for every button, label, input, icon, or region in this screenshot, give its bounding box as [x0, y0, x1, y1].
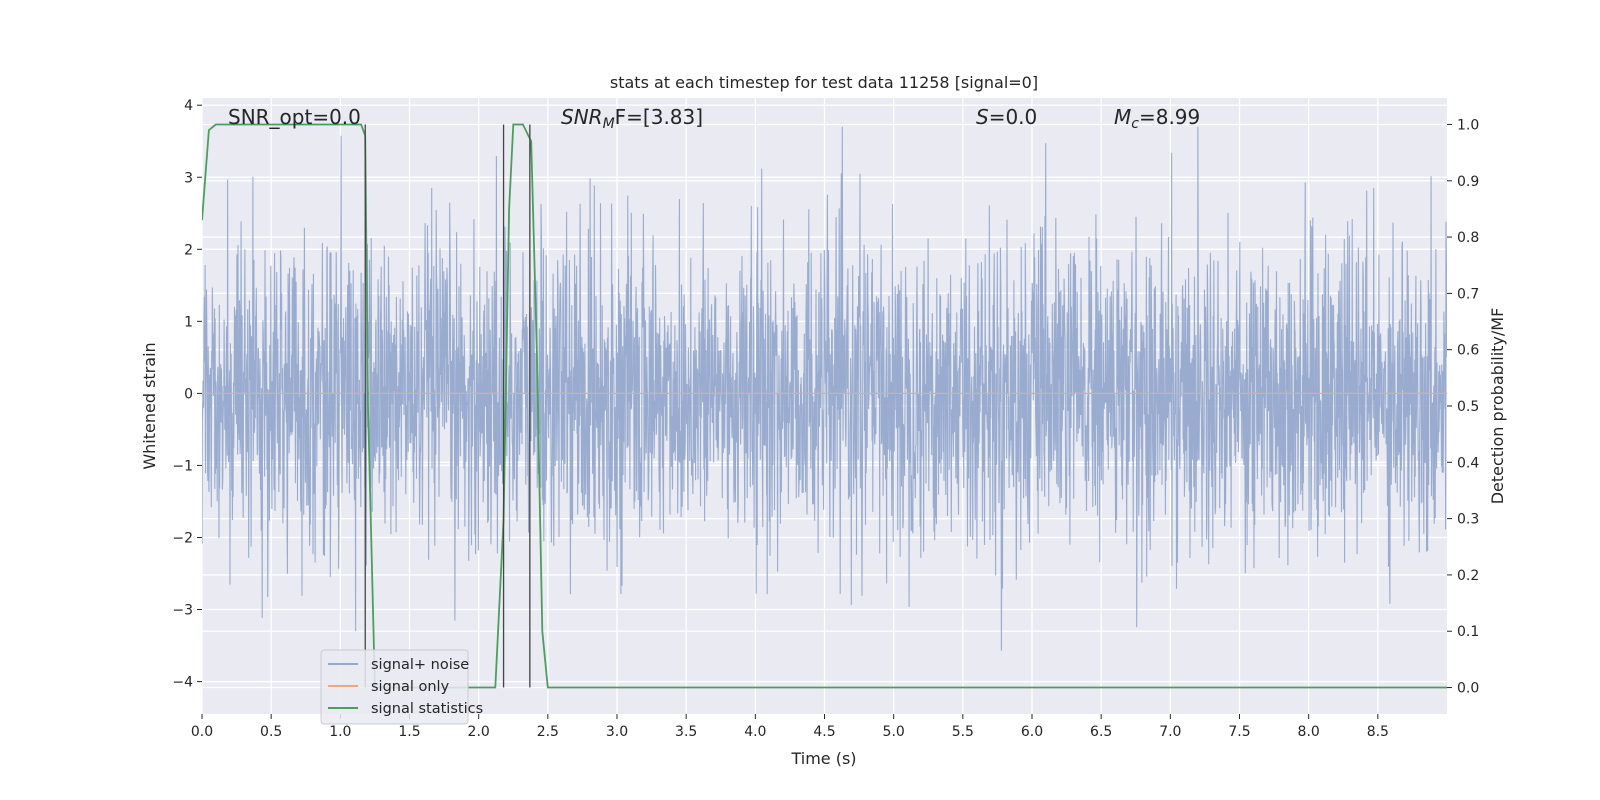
annotation-snr-mf: SNRMF=[3.83] — [561, 105, 703, 132]
x-tick-label-17: 8.5 — [1367, 724, 1389, 740]
x-tick-label-13: 6.5 — [1090, 724, 1112, 740]
legend-label-signal-only: signal only — [371, 679, 450, 695]
legend-box — [320, 649, 469, 725]
signal-statistics-line — [202, 123, 1447, 689]
y-left-tick-label-8: −4 — [172, 675, 193, 691]
y-axis-left-label: Whitened strain — [140, 342, 159, 469]
x-axis-ticks: 0.0 0.5 1.0 1.5 2.0 2.5 3.0 3.5 4.0 4.5 5.0 5.5 6.0 6… — [191, 714, 1389, 740]
y-left-tick-label-2: 2 — [184, 242, 193, 258]
y-right-tick-label-3: 0.7 — [1457, 286, 1479, 302]
y-left-tick-label-4: 0 — [184, 386, 193, 402]
y-right-tick-label-8: 0.2 — [1457, 568, 1479, 584]
x-tick-label-10: 5.0 — [883, 724, 905, 740]
y-axis-left-ticks: 4 3 2 1 0 −1 −2 −3 −4 — [172, 98, 202, 691]
y-left-tick-label-6: −2 — [172, 530, 193, 546]
annotation-mc-value: =8.99 — [1139, 105, 1200, 129]
annotation-snr-mf-sub: M — [603, 116, 615, 132]
x-tick-label-0: 0.0 — [191, 724, 213, 740]
x-tick-label-3: 1.5 — [398, 724, 420, 740]
x-tick-label-9: 4.5 — [813, 724, 835, 740]
annotation-s-symbol: S — [976, 105, 989, 129]
y-axis-right-label: Detection probability/MF — [1488, 308, 1507, 505]
series-signal-statistics — [202, 123, 1447, 689]
y-right-tick-label-10: 0.0 — [1457, 681, 1479, 697]
annotation-mc-symbol: M — [1114, 105, 1131, 129]
x-tick-label-15: 7.5 — [1228, 724, 1250, 740]
x-tick-label-1: 0.5 — [260, 724, 282, 740]
legend-label-signal-statistics: signal statistics — [371, 701, 483, 717]
x-tick-label-2: 1.0 — [329, 724, 351, 740]
annotation-mc: Mc=8.99 — [1114, 105, 1200, 132]
y-right-tick-label-5: 0.5 — [1457, 399, 1479, 415]
series-signal-plus-noise — [202, 126, 1447, 651]
y-axis-right-ticks: 1.0 0.9 0.8 0.7 0.6 0.5 0.4 0.3 0.2 0.1 0.0 — [1447, 117, 1479, 697]
y-right-tick-label-7: 0.3 — [1457, 512, 1479, 528]
y-left-tick-label-0: 4 — [184, 98, 193, 114]
legend: signal+ noise signal only signal statist… — [320, 649, 483, 725]
annotation-mc-sub: c — [1131, 116, 1139, 132]
annotation-snr-mf-prefix: SNR — [561, 105, 603, 129]
y-left-tick-label-7: −3 — [172, 603, 193, 619]
annotation-s-value: =0.0 — [989, 105, 1038, 129]
x-tick-label-11: 5.5 — [952, 724, 974, 740]
annotation-s: S=0.0 — [976, 105, 1037, 129]
x-tick-label-5: 2.5 — [537, 724, 559, 740]
y-right-tick-label-4: 0.6 — [1457, 343, 1479, 359]
annotation-snr-mf-suffix: F=[3.83] — [615, 105, 703, 129]
vertical-markers — [364, 124, 531, 688]
x-tick-label-6: 3.0 — [606, 724, 628, 740]
x-tick-label-14: 7.0 — [1159, 724, 1181, 740]
legend-label-signal-plus-noise: signal+ noise — [371, 657, 469, 673]
y-left-tick-label-5: −1 — [172, 458, 193, 474]
y-right-tick-label-9: 0.1 — [1457, 624, 1479, 640]
y-right-tick-label-6: 0.4 — [1457, 455, 1479, 471]
x-tick-label-16: 8.0 — [1298, 724, 1320, 740]
y-right-tick-label-2: 0.8 — [1457, 230, 1479, 246]
x-axis-label: Time (s) — [790, 749, 856, 768]
y-left-tick-label-3: 1 — [184, 314, 193, 330]
y-right-tick-label-0: 1.0 — [1457, 117, 1479, 133]
annotation-snr-opt: SNR_opt=0.0 — [228, 105, 361, 129]
x-tick-label-8: 4.0 — [744, 724, 766, 740]
x-tick-label-12: 6.0 — [1021, 724, 1043, 740]
x-tick-label-7: 3.5 — [675, 724, 697, 740]
y-right-tick-label-1: 0.9 — [1457, 174, 1479, 190]
y-left-tick-label-1: 3 — [184, 170, 193, 186]
chart-title: stats at each timestep for test data 112… — [610, 73, 1038, 92]
signal-plus-noise-line — [202, 126, 1447, 651]
x-tick-label-4: 2.0 — [468, 724, 490, 740]
